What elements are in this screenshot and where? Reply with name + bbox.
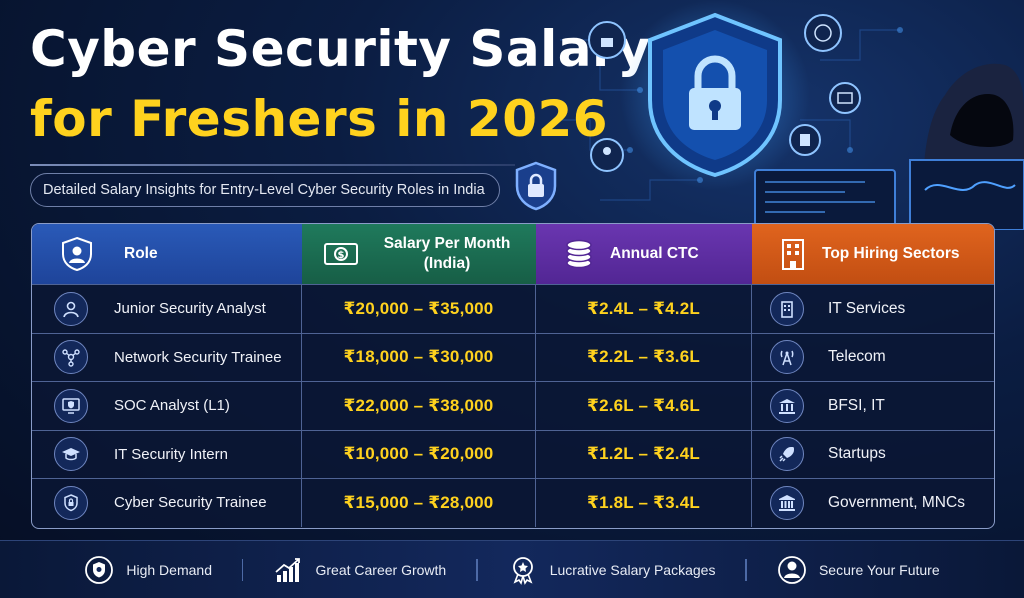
role-name: Junior Security Analyst (114, 300, 266, 318)
graduation-cap-icon (54, 437, 88, 472)
footer-label: Great Career Growth (315, 561, 447, 578)
ctc-cell: ₹2.2L – ₹3.6L (536, 333, 752, 381)
ctc-cell: ₹1.2L – ₹2.4L (536, 430, 752, 478)
subtitle-pill: Detailed Salary Insights for Entry-Level… (30, 173, 500, 207)
footer-label: High Demand (126, 561, 212, 578)
sector-cell: BFSI, IT (752, 382, 994, 430)
subtitle-text: Detailed Salary Insights for Entry-Level… (43, 182, 485, 198)
role-name: Cyber Security Trainee (114, 494, 267, 512)
role-name: Network Security Trainee (114, 348, 282, 366)
role-cell: SOC Analyst (L1) (32, 382, 302, 430)
column-label-ctc: Annual CTC (610, 245, 699, 262)
coins-icon (566, 239, 592, 269)
column-header-sectors: Top Hiring Sectors (752, 224, 994, 284)
salary-cell: ₹22,000 – ₹38,000 (302, 382, 536, 430)
footer-item-career-growth: Great Career Growth (273, 555, 446, 585)
ctc-cell: ₹2.6L – ₹4.6L (536, 382, 752, 430)
role-cell: Network Security Trainee (32, 333, 302, 381)
footer-label: Secure Your Future (818, 561, 940, 578)
monitor-shield-icon (54, 388, 88, 423)
salary-value: ₹22,000 – ₹38,000 (343, 395, 494, 415)
footer-bar: High Demand Great Career Growth Lucrativ… (0, 540, 1024, 598)
lock-shield-icon (54, 485, 88, 520)
salary-value: ₹18,000 – ₹30,000 (343, 347, 494, 367)
footer-item-high-demand: High Demand (84, 555, 212, 585)
ctc-value: ₹2.4L – ₹4.2L (587, 298, 700, 318)
salary-value: ₹10,000 – ₹20,000 (343, 444, 494, 464)
table-header: Role $ Salary Per Month (India) Annual C… (32, 224, 994, 284)
rocket-icon (770, 437, 804, 472)
hero-illustration (588, 0, 1024, 230)
salary-value: ₹15,000 – ₹28,000 (343, 492, 494, 512)
column-header-ctc: Annual CTC (536, 224, 752, 284)
building-icon (782, 239, 804, 270)
table-row: Cyber Security Trainee ₹15,000 – ₹28,000… (32, 478, 994, 527)
bank-icon (770, 388, 804, 423)
sector-cell: Government, MNCs (752, 479, 994, 527)
user-shield-icon (62, 236, 92, 272)
growth-chart-icon (275, 557, 301, 582)
table-row: IT Security Intern ₹10,000 – ₹20,000 ₹1.… (32, 429, 994, 479)
government-icon (770, 485, 804, 520)
salary-cell: ₹10,000 – ₹20,000 (302, 430, 536, 478)
footer-item-salary-packages: Lucrative Salary Packages (508, 555, 716, 585)
footer-divider (476, 558, 478, 581)
salary-value: ₹20,000 – ₹35,000 (343, 298, 494, 318)
office-building-icon (770, 291, 804, 326)
salary-cell: ₹20,000 – ₹35,000 (302, 285, 536, 333)
salary-cell: ₹18,000 – ₹30,000 (302, 333, 536, 381)
table-row: Network Security Trainee ₹18,000 – ₹30,0… (32, 332, 994, 382)
footer-label: Lucrative Salary Packages (549, 561, 716, 578)
ctc-cell: ₹1.8L – ₹3.4L (536, 479, 752, 527)
sector-cell: Telecom (752, 334, 994, 382)
column-label-sectors: Top Hiring Sectors (822, 245, 960, 262)
table-row: Junior Security Analyst ₹20,000 – ₹35,00… (32, 284, 994, 333)
role-cell: Cyber Security Trainee (32, 479, 302, 527)
cash-icon: $ (324, 243, 358, 265)
sector-name: BFSI, IT (828, 396, 885, 414)
svg-text:$: $ (338, 250, 345, 261)
tower-icon (770, 340, 804, 375)
shield-icon (85, 555, 114, 584)
ctc-value: ₹2.6L – ₹4.6L (587, 395, 700, 415)
lock-shield-icon (515, 161, 557, 211)
role-cell: Junior Security Analyst (32, 285, 302, 333)
footer-divider (745, 558, 747, 581)
column-label-salary: Salary Per Month (India) (383, 235, 511, 272)
salary-cell: ₹15,000 – ₹28,000 (302, 479, 536, 527)
footer-divider (241, 558, 244, 581)
page-title-line2: for Freshers in 2026 (30, 90, 609, 148)
salary-table: Role $ Salary Per Month (India) Annual C… (31, 223, 995, 529)
footer-item-secure-future: Secure Your Future (777, 555, 940, 585)
title-divider (30, 164, 515, 166)
ctc-value: ₹2.2L – ₹3.6L (587, 347, 700, 367)
analyst-icon (54, 291, 88, 326)
sector-name: IT Services (828, 299, 906, 317)
column-header-role: Role (32, 224, 302, 284)
sector-cell: IT Services (752, 285, 994, 333)
role-name: IT Security Intern (114, 445, 228, 463)
role-name: SOC Analyst (L1) (114, 397, 230, 415)
sector-name: Startups (828, 445, 886, 463)
person-icon (778, 555, 806, 584)
award-icon (512, 556, 533, 585)
role-cell: IT Security Intern (32, 430, 302, 478)
table-row: SOC Analyst (L1) ₹22,000 – ₹38,000 ₹2.6L… (32, 381, 994, 430)
page-title-line1: Cyber Security Salary (30, 20, 651, 78)
sector-name: Government, MNCs (828, 493, 965, 511)
ctc-value: ₹1.2L – ₹2.4L (587, 444, 700, 464)
network-icon (54, 340, 88, 375)
sector-cell: Startups (752, 431, 994, 479)
ctc-cell: ₹2.4L – ₹4.2L (536, 285, 752, 333)
column-label-role: Role (124, 245, 158, 262)
sector-name: Telecom (828, 348, 886, 366)
column-header-salary: $ Salary Per Month (India) (302, 224, 536, 284)
ctc-value: ₹1.8L – ₹3.4L (587, 492, 700, 512)
